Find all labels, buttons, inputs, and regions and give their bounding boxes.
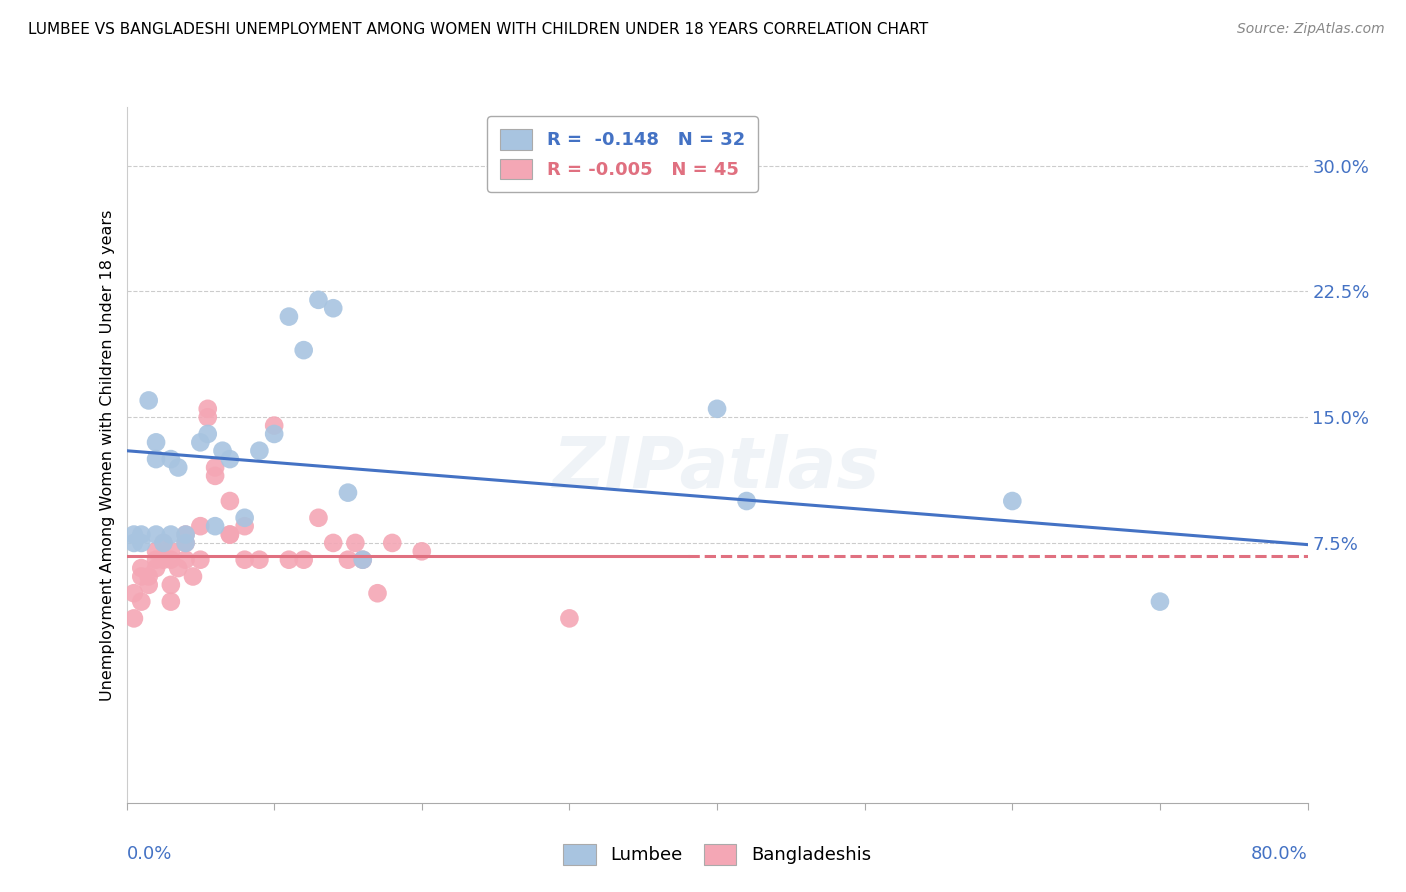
Point	[204, 460, 226, 475]
Point	[558, 611, 581, 625]
Point	[159, 452, 183, 467]
Point	[366, 586, 388, 600]
Point	[263, 427, 285, 442]
Point	[1149, 594, 1171, 608]
Y-axis label: Unemployment Among Women with Children Under 18 years: Unemployment Among Women with Children U…	[100, 210, 115, 700]
Point	[145, 561, 167, 575]
Point	[197, 427, 219, 442]
Text: ZIPatlas: ZIPatlas	[554, 434, 880, 503]
Point	[233, 552, 256, 566]
Point	[188, 519, 211, 533]
Point	[122, 611, 145, 625]
Point	[211, 443, 233, 458]
Point	[278, 310, 301, 324]
Point	[322, 301, 344, 316]
Point	[129, 527, 153, 541]
Point	[129, 594, 153, 608]
Point	[188, 435, 211, 450]
Point	[122, 586, 145, 600]
Point	[1001, 494, 1024, 508]
Point	[411, 544, 433, 558]
Point	[197, 410, 219, 425]
Point	[706, 401, 728, 416]
Point	[204, 468, 226, 483]
Point	[352, 552, 374, 566]
Point	[337, 485, 360, 500]
Point	[181, 569, 204, 583]
Point	[322, 536, 344, 550]
Point	[145, 452, 167, 467]
Point	[167, 460, 190, 475]
Point	[337, 552, 360, 566]
Point	[129, 569, 153, 583]
Point	[219, 494, 242, 508]
Point	[307, 510, 329, 524]
Point	[167, 561, 190, 575]
Point	[145, 552, 167, 566]
Point	[174, 527, 197, 541]
Point	[292, 552, 315, 566]
Point	[138, 393, 160, 408]
Point	[247, 552, 270, 566]
Point	[138, 569, 160, 583]
Point	[204, 519, 226, 533]
Point	[219, 527, 242, 541]
Point	[152, 536, 174, 550]
Point	[159, 578, 183, 592]
Point	[174, 527, 197, 541]
Point	[233, 519, 256, 533]
Text: LUMBEE VS BANGLADESHI UNEMPLOYMENT AMONG WOMEN WITH CHILDREN UNDER 18 YEARS CORR: LUMBEE VS BANGLADESHI UNEMPLOYMENT AMONG…	[28, 22, 928, 37]
Point	[152, 536, 174, 550]
Point	[292, 343, 315, 358]
Text: Source: ZipAtlas.com: Source: ZipAtlas.com	[1237, 22, 1385, 37]
Point	[174, 536, 197, 550]
Point	[247, 443, 270, 458]
Point	[159, 544, 183, 558]
Point	[219, 527, 242, 541]
Text: 0.0%: 0.0%	[127, 845, 172, 863]
Point	[145, 527, 167, 541]
Point	[122, 527, 145, 541]
Legend: Lumbee, Bangladeshis: Lumbee, Bangladeshis	[554, 835, 880, 874]
Point	[735, 494, 758, 508]
Point	[145, 435, 167, 450]
Point	[129, 536, 153, 550]
Point	[145, 544, 167, 558]
Point	[159, 552, 183, 566]
Point	[159, 527, 183, 541]
Point	[174, 552, 197, 566]
Point	[122, 536, 145, 550]
Point	[159, 594, 183, 608]
Text: 80.0%: 80.0%	[1251, 845, 1308, 863]
Point	[174, 536, 197, 550]
Point	[129, 561, 153, 575]
Point	[381, 536, 404, 550]
Point	[219, 452, 242, 467]
Point	[344, 536, 367, 550]
Point	[307, 293, 329, 307]
Point	[278, 552, 301, 566]
Point	[138, 578, 160, 592]
Point	[152, 552, 174, 566]
Point	[352, 552, 374, 566]
Point	[197, 401, 219, 416]
Point	[188, 552, 211, 566]
Point	[263, 418, 285, 433]
Point	[233, 510, 256, 524]
